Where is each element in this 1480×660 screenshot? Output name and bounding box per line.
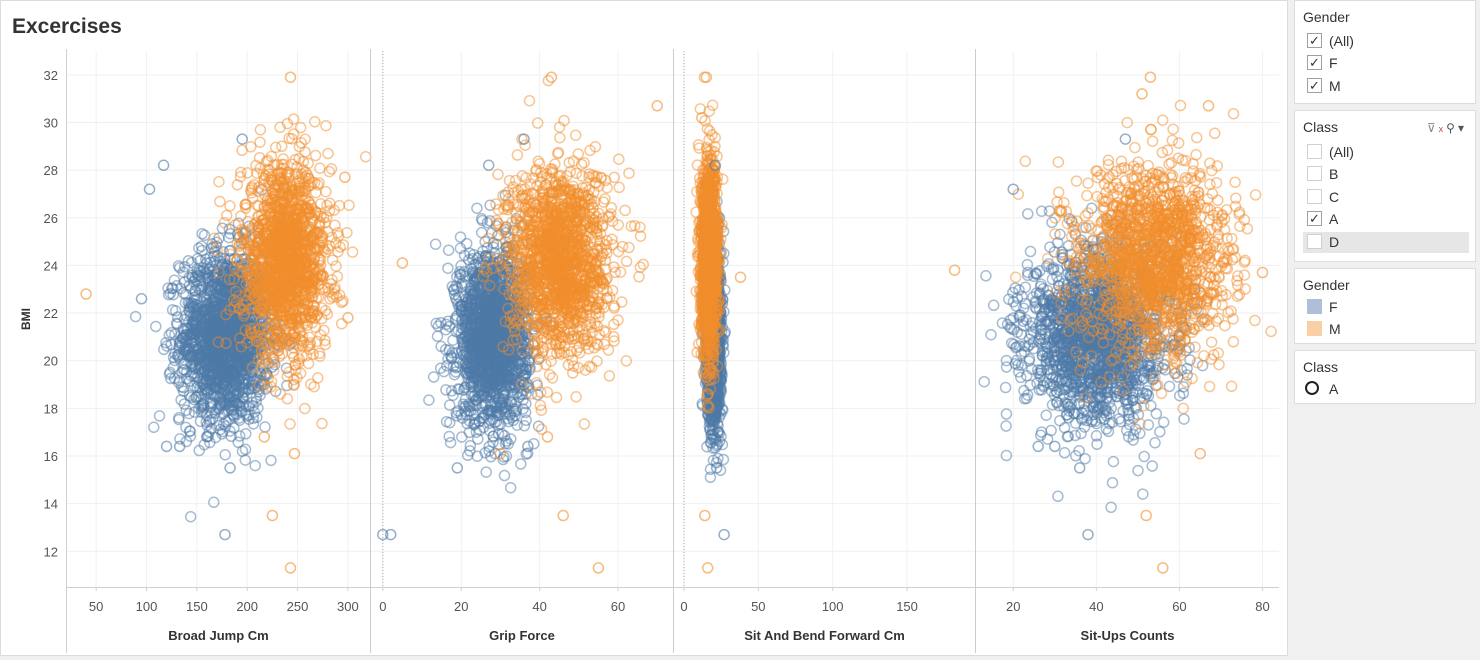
- data-point: [240, 428, 252, 440]
- dashboard: Excercises 12 14 16 18 20 22 24 26 28 30 32 BMI 50 10…: [0, 0, 1288, 656]
- data-point: [323, 165, 336, 178]
- data-point: [224, 200, 236, 212]
- data-point: [427, 371, 440, 383]
- data-point: [217, 246, 229, 258]
- data-point: [259, 421, 271, 433]
- data-point: [214, 195, 226, 208]
- data-point: [184, 510, 197, 523]
- data-point: [213, 175, 225, 188]
- data-point: [254, 136, 266, 148]
- data-point: [135, 293, 148, 305]
- data-point: [444, 436, 457, 449]
- data-point: [258, 431, 271, 443]
- data-point: [330, 260, 342, 272]
- data-point: [281, 393, 294, 405]
- data-point: [454, 231, 467, 243]
- data-point: [219, 528, 231, 541]
- data-point: [305, 378, 317, 390]
- data-point: [346, 246, 359, 258]
- data-point: [322, 147, 334, 160]
- data-point: [532, 420, 545, 432]
- dashboard-title: Excercises: [12, 15, 122, 38]
- data-point: [179, 260, 191, 273]
- data-point: [224, 462, 236, 474]
- data-point: [236, 133, 248, 145]
- data-point: [232, 436, 244, 449]
- data-point: [528, 438, 540, 450]
- data-point: [129, 310, 142, 323]
- data-point: [80, 288, 92, 300]
- data-point: [150, 320, 162, 333]
- data-point: [423, 394, 435, 406]
- data-point: [316, 417, 328, 430]
- data-point: [236, 144, 248, 157]
- data-point: [143, 183, 156, 195]
- data-point: [320, 185, 332, 198]
- data-point: [284, 71, 297, 83]
- data-point: [480, 466, 492, 478]
- data-point: [515, 458, 527, 470]
- data-point: [219, 448, 231, 461]
- data-point: [456, 431, 468, 443]
- data-point: [208, 496, 220, 509]
- data-point: [498, 469, 511, 482]
- data-point: [284, 562, 297, 574]
- data-point: [359, 151, 372, 163]
- data-point: [442, 244, 455, 256]
- data-point: [308, 380, 320, 393]
- data-point: [343, 199, 355, 212]
- data-point: [335, 317, 348, 330]
- data-point: [254, 124, 267, 136]
- data-point: [160, 440, 173, 453]
- data-point: [153, 410, 166, 422]
- data-point: [431, 330, 444, 343]
- data-point: [281, 379, 293, 392]
- data-point: [165, 327, 178, 339]
- data-point: [504, 481, 517, 494]
- data-point: [284, 418, 296, 430]
- data-point: [325, 163, 338, 175]
- data-point: [265, 454, 277, 467]
- dot-layer: [80, 71, 1277, 574]
- data-point: [173, 440, 186, 453]
- data-point: [314, 162, 326, 174]
- data-point: [309, 149, 322, 162]
- data-point: [249, 459, 261, 472]
- data-point: [429, 238, 442, 250]
- data-point: [183, 407, 195, 420]
- data-point: [442, 262, 454, 274]
- data-point: [266, 509, 279, 522]
- data-point: [471, 202, 483, 214]
- data-point: [309, 116, 321, 128]
- data-point: [339, 171, 351, 184]
- data-point: [157, 159, 170, 172]
- data-point: [441, 360, 453, 372]
- data-point: [276, 140, 288, 153]
- data-point: [216, 222, 229, 234]
- data-point: [148, 421, 160, 434]
- data-point: [194, 415, 207, 428]
